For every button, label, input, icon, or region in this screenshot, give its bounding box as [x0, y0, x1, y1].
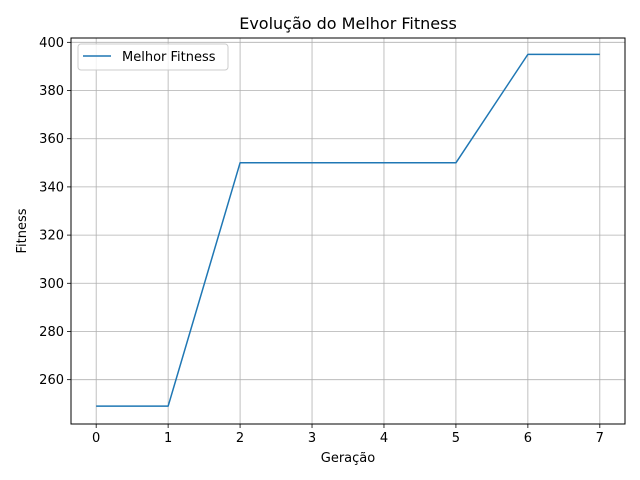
x-tick-label: 7	[596, 431, 604, 446]
x-tick-label: 2	[236, 431, 244, 446]
y-tick-label: 400	[39, 36, 64, 51]
legend-box	[77, 43, 229, 71]
grid	[71, 38, 625, 424]
y-tick-label: 320	[39, 229, 64, 244]
x-tick-label: 4	[380, 431, 388, 446]
x-tick-label: 0	[92, 431, 100, 446]
x-tick-label: 1	[164, 431, 172, 446]
y-tick-label: 260	[39, 373, 64, 388]
chart-title: Evolução do Melhor Fitness	[239, 14, 457, 33]
series-layer	[96, 53, 600, 407]
y-tick-label: 360	[39, 132, 64, 147]
x-axis-label: Geração	[321, 451, 375, 466]
x-tick-label: 5	[452, 431, 460, 446]
x-axis: 0 1 2 3 4 5 6 7	[92, 424, 604, 446]
legend-label: Melhor Fitness	[122, 50, 216, 65]
y-axis: 260 280 300 320 340 360 380 400	[39, 36, 71, 388]
y-tick-label: 380	[39, 84, 64, 99]
y-axis-label: Fitness	[15, 208, 30, 253]
series-line	[96, 53, 600, 407]
x-tick-label: 6	[524, 431, 532, 446]
legend: Melhor Fitness	[77, 43, 229, 71]
y-tick-label: 340	[39, 180, 64, 195]
plot-frame	[70, 37, 626, 425]
y-tick-label: 280	[39, 325, 64, 340]
x-tick-label: 3	[308, 431, 316, 446]
y-tick-label: 300	[39, 277, 64, 292]
